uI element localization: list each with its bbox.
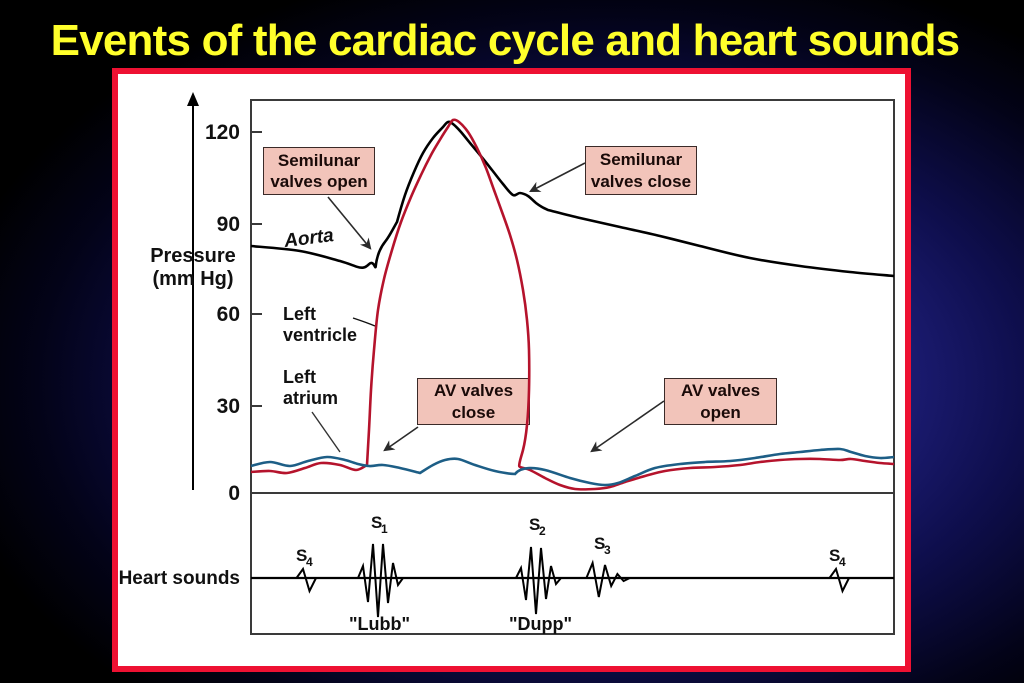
svg-text:2: 2 xyxy=(539,524,546,538)
svg-text:30: 30 xyxy=(217,395,240,418)
svg-text:Pressure: Pressure xyxy=(150,245,236,267)
svg-text:0: 0 xyxy=(228,482,240,505)
svg-text:Left: Left xyxy=(283,304,316,324)
svg-text:"Lubb": "Lubb" xyxy=(349,614,410,634)
svg-text:90: 90 xyxy=(217,213,240,236)
svg-text:4: 4 xyxy=(306,555,313,569)
svg-text:ventricle: ventricle xyxy=(283,325,357,345)
svg-text:Aorta: Aorta xyxy=(282,225,335,252)
svg-text:"Dupp": "Dupp" xyxy=(509,614,572,634)
svg-text:4: 4 xyxy=(839,555,846,569)
svg-text:1: 1 xyxy=(381,522,388,536)
svg-text:120: 120 xyxy=(205,121,240,144)
svg-text:60: 60 xyxy=(217,303,240,326)
svg-text:3: 3 xyxy=(604,543,611,557)
svg-text:Left: Left xyxy=(283,367,316,387)
svg-text:(mm Hg): (mm Hg) xyxy=(152,268,233,290)
svg-text:Heart sounds: Heart sounds xyxy=(119,568,240,589)
svg-text:atrium: atrium xyxy=(283,388,338,408)
